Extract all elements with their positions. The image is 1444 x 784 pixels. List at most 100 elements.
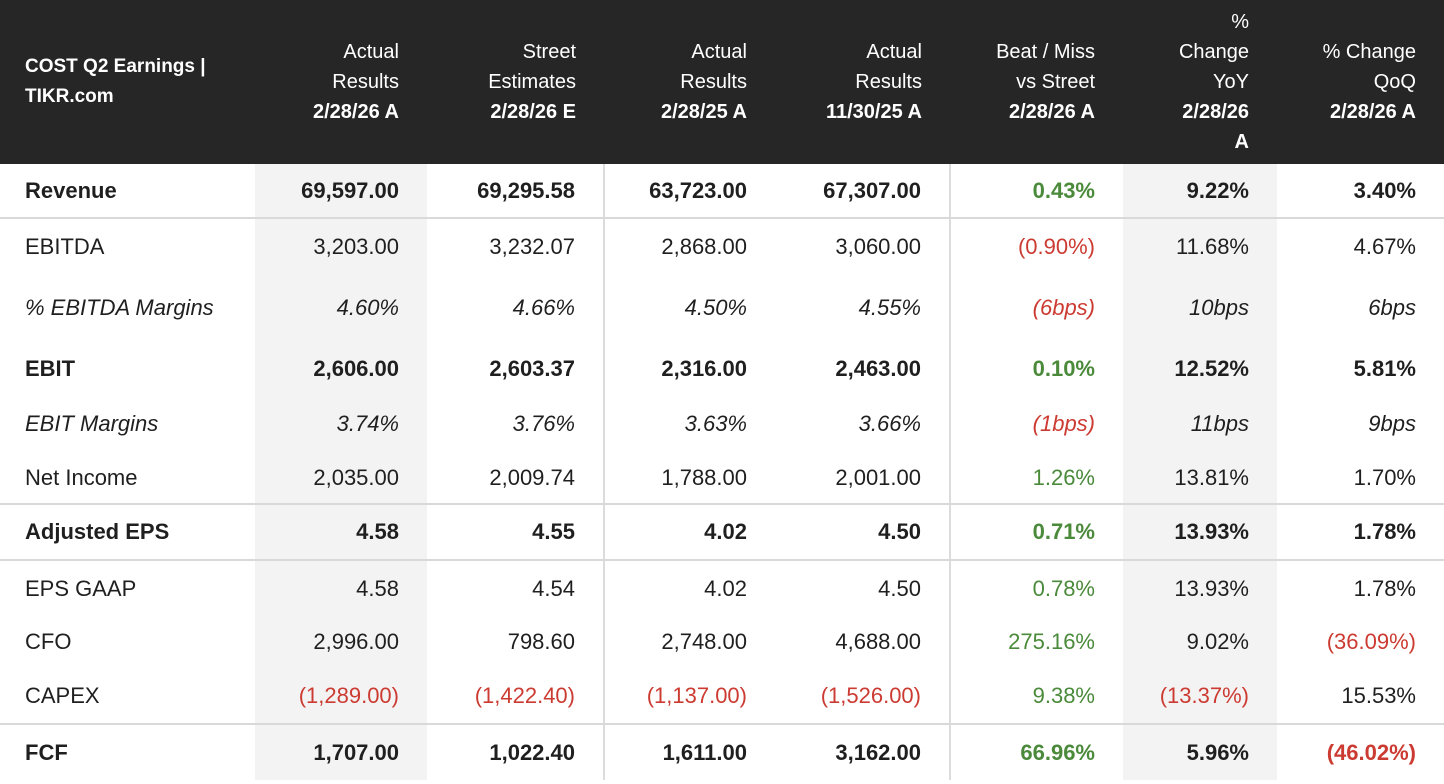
cell-actual-current: 4.60%: [255, 274, 427, 342]
cell-actual-current: 1,707.00: [255, 724, 427, 780]
cell-actual-prior-year: 2,868.00: [603, 218, 775, 274]
row-label: Adjusted EPS: [0, 504, 255, 561]
cell-actual-prior-quarter: (1,526.00): [775, 668, 950, 725]
cell-beat-miss: (0.90%): [949, 218, 1123, 274]
row-label: EPS GAAP: [25, 575, 137, 601]
row-revenue: Revenue 69,597.00 69,295.58 63,723.00 67…: [0, 164, 1444, 219]
title-line-1: COST Q2 Earnings |: [25, 56, 206, 77]
cell-actual-prior-year: 4.50%: [603, 274, 775, 342]
cell-change-qoq: 1.78%: [1353, 575, 1416, 601]
cell-change-qoq: 4.67%: [1353, 233, 1416, 259]
cell-beat-miss: 0.78%: [949, 560, 1123, 616]
cell-change-qoq: 9bps: [1368, 411, 1416, 436]
cell-actual-prior-quarter: 2,001.00: [775, 452, 950, 505]
cell-street-estimate: 3.76%: [512, 411, 575, 436]
cell-change-qoq: 5.81%: [1353, 356, 1416, 381]
col-header-actual-2-28-25: Actual Results 2/28/25 A: [604, 0, 775, 164]
row-label: CAPEX: [0, 668, 255, 725]
row-label: Net Income: [0, 452, 255, 505]
cell-actual-prior-year: 1,611.00: [603, 724, 775, 780]
cell-change-yoy: 13.81%: [1123, 452, 1277, 505]
col-header-street-estimates: Street Estimates 2/28/26 E: [427, 0, 604, 164]
cell-actual-prior-year: 2,748.00: [603, 616, 775, 668]
col-header-actual-11-30-25: Actual Results 11/30/25 A: [775, 0, 950, 164]
cell-actual-prior-quarter: 67,307.00: [775, 164, 950, 219]
cell-actual-prior-quarter: 4.50: [775, 504, 950, 561]
cell-street-estimate: 798.60: [507, 629, 575, 654]
cell-change-qoq: 6bps: [1368, 295, 1416, 320]
title-line-2: TIKR.com: [25, 86, 114, 107]
row-net-income: Net Income 2,035.00 2,009.74 1,788.00 2,…: [0, 452, 1444, 505]
cell-change-yoy: 11.68%: [1123, 218, 1277, 274]
row-capex: CAPEX (1,289.00) (1,422.40) (1,137.00) (…: [0, 668, 1444, 725]
cell-actual-prior-year: 2,316.00: [603, 342, 775, 396]
row-label: EBIT: [25, 356, 76, 381]
row-ebit-margins: EBIT Margins 3.74% 3.76% 3.63% 3.66% (1b…: [0, 396, 1444, 452]
cell-street-estimate: 1,022.40: [489, 739, 575, 765]
cell-actual-prior-quarter: 4.55%: [858, 295, 921, 320]
col-header-actual-2-28-26: Actual Results 2/28/26 A: [255, 0, 427, 164]
cell-street-estimate: 4.54: [532, 575, 575, 601]
row-adjusted-eps: Adjusted EPS 4.58 4.55 4.02 4.50 0.71% 1…: [0, 504, 1444, 561]
cell-actual-prior-quarter: 3,060.00: [835, 233, 921, 259]
header-row: COST Q2 Earnings | TIKR.com Actual Resul…: [0, 0, 1444, 164]
row-label: EBIT Margins: [25, 411, 159, 436]
cell-change-yoy: 10bps: [1123, 274, 1277, 342]
cell-actual-prior-quarter: 4,688.00: [835, 629, 921, 654]
col-header-date: 2/28/26 A: [1330, 101, 1416, 123]
row-ebitda-margins: % EBITDA Margins 4.60% 4.66% 4.50% 4.55%…: [0, 274, 1444, 342]
row-ebit: EBIT 2,606.00 2,603.37 2,316.00 2,463.00…: [0, 342, 1444, 396]
col-header-line: Results: [855, 71, 922, 93]
cell-beat-miss: 0.10%: [949, 342, 1123, 396]
cell-actual-current: 2,606.00: [255, 342, 427, 396]
col-header-line: Estimates: [488, 71, 576, 93]
col-header-line: Actual: [691, 41, 747, 63]
cell-street-estimate: 3,232.07: [489, 233, 575, 259]
row-eps-gaap: EPS GAAP 4.58 4.54 4.02 4.50 0.78% 13.93…: [0, 560, 1444, 616]
cell-actual-current: 2,035.00: [255, 452, 427, 505]
cell-actual-prior-quarter: 3.66%: [858, 411, 921, 436]
col-header-line: %: [1231, 11, 1249, 33]
cell-change-qoq: 1.70%: [1277, 452, 1444, 505]
cell-street-estimate: (1,422.40): [427, 668, 604, 725]
cell-change-yoy: 9.02%: [1123, 616, 1277, 668]
cell-street-estimate: 4.66%: [512, 295, 575, 320]
cell-change-qoq: (46.02%): [1326, 739, 1416, 765]
col-header-change-qoq: % Change QoQ 2/28/26 A: [1277, 0, 1444, 164]
row-label: Revenue: [0, 164, 255, 219]
col-header-line: Results: [680, 71, 747, 93]
cell-beat-miss: (1bps): [949, 396, 1123, 452]
col-header-line: Beat / Miss: [996, 41, 1095, 63]
cell-change-yoy: 12.52%: [1123, 342, 1277, 396]
cell-street-estimate: 2,603.37: [489, 356, 575, 381]
cell-actual-current: 3.74%: [255, 396, 427, 452]
cell-actual-current: 3,203.00: [255, 218, 427, 274]
cell-beat-miss: 1.26%: [949, 452, 1123, 505]
col-header-date: 2/28/26: [1182, 101, 1249, 123]
cell-change-yoy: 13.93%: [1123, 560, 1277, 616]
col-header-line: vs Street: [1016, 71, 1095, 93]
col-header-line: Change: [1178, 41, 1249, 63]
cell-change-qoq: 15.53%: [1277, 668, 1444, 725]
cell-actual-prior-year: 4.02: [603, 504, 775, 561]
col-header-date: A: [1234, 131, 1249, 153]
col-header-beat-miss: Beat / Miss vs Street 2/28/26 A: [950, 0, 1123, 164]
cell-beat-miss: (6bps): [949, 274, 1123, 342]
col-header-line: % Change: [1322, 41, 1416, 63]
col-header-line: Actual: [866, 41, 922, 63]
cell-actual-prior-quarter: 4.50: [878, 575, 921, 601]
col-header-line: QoQ: [1373, 71, 1416, 93]
col-header-date: 2/28/25 A: [661, 101, 747, 123]
cell-street-estimate: 69,295.58: [427, 164, 604, 219]
row-label: FCF: [25, 739, 68, 765]
cell-actual-prior-year: 4.02: [603, 560, 775, 616]
cell-beat-miss: 0.71%: [949, 504, 1123, 561]
row-fcf: FCF 1,707.00 1,022.40 1,611.00 3,162.00 …: [0, 724, 1444, 780]
cell-street-estimate: 4.55: [427, 504, 604, 561]
cell-actual-current: 4.58: [255, 560, 427, 616]
cell-actual-current: 2,996.00: [255, 616, 427, 668]
cell-actual-prior-quarter: 3,162.00: [835, 739, 921, 765]
col-header-date: 11/30/25 A: [825, 101, 922, 123]
cell-beat-miss: 275.16%: [949, 616, 1123, 668]
